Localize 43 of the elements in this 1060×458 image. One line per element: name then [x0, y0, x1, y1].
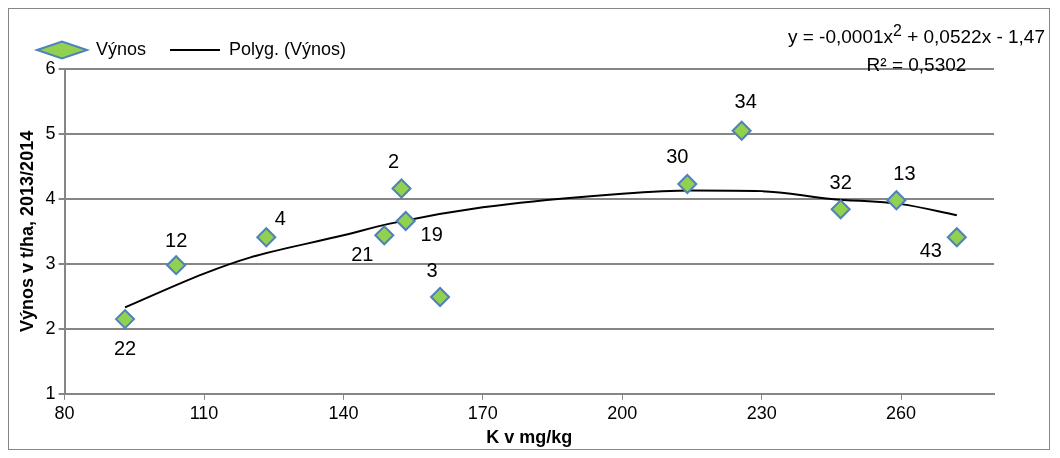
- y-axis-title: Výnos v t/ha, 2013/2014: [16, 130, 37, 332]
- annotation: 4: [274, 206, 286, 229]
- x-tick-label: 110: [189, 402, 219, 423]
- y-tick-label: 1: [45, 382, 56, 403]
- x-tick-label: 200: [607, 402, 638, 423]
- y-tick-label: 5: [45, 122, 56, 143]
- y-tick-label: 3: [45, 252, 56, 273]
- annotation: 43: [919, 238, 942, 261]
- point: [166, 255, 187, 276]
- point: [115, 309, 136, 330]
- point: [886, 190, 907, 211]
- point: [946, 227, 967, 248]
- x-tick-label: 140: [328, 402, 359, 423]
- point: [731, 120, 752, 141]
- annotation: 19: [420, 222, 443, 245]
- annotation: 2: [387, 150, 400, 173]
- point: [391, 178, 412, 199]
- annotation: 22: [113, 336, 137, 359]
- x-tick-label: 260: [886, 402, 917, 423]
- text: y = -0,0001x$^{2}$ + 0,0522x - 1,47: [787, 21, 1045, 50]
- annotation: R² = 0,5302: [865, 53, 968, 78]
- x-tick-label: 80: [54, 402, 75, 423]
- annotation: 30: [666, 145, 689, 168]
- x-tick-label: 230: [746, 402, 777, 423]
- x-axis-title: K v mg/kg: [486, 427, 573, 448]
- point: [830, 199, 851, 220]
- annotation: 34: [734, 90, 757, 113]
- point: [395, 211, 416, 232]
- x-tick-label: 170: [467, 402, 498, 423]
- annotation: 21: [351, 242, 374, 265]
- annotation: 3: [426, 258, 438, 281]
- annotation: 12: [165, 228, 188, 251]
- point: [374, 225, 395, 246]
- y-tick-label: 2: [45, 317, 56, 338]
- point: [256, 227, 277, 248]
- point: [430, 287, 451, 308]
- legend-label: Výnos: [96, 38, 147, 59]
- y-tick-label: 4: [45, 187, 56, 208]
- point: [677, 173, 698, 194]
- annotation: 32: [829, 170, 852, 193]
- y-tick-label: 6: [45, 57, 56, 78]
- annotation: 13: [893, 161, 916, 184]
- legend-label: Polyg. (Výnos): [229, 38, 347, 59]
